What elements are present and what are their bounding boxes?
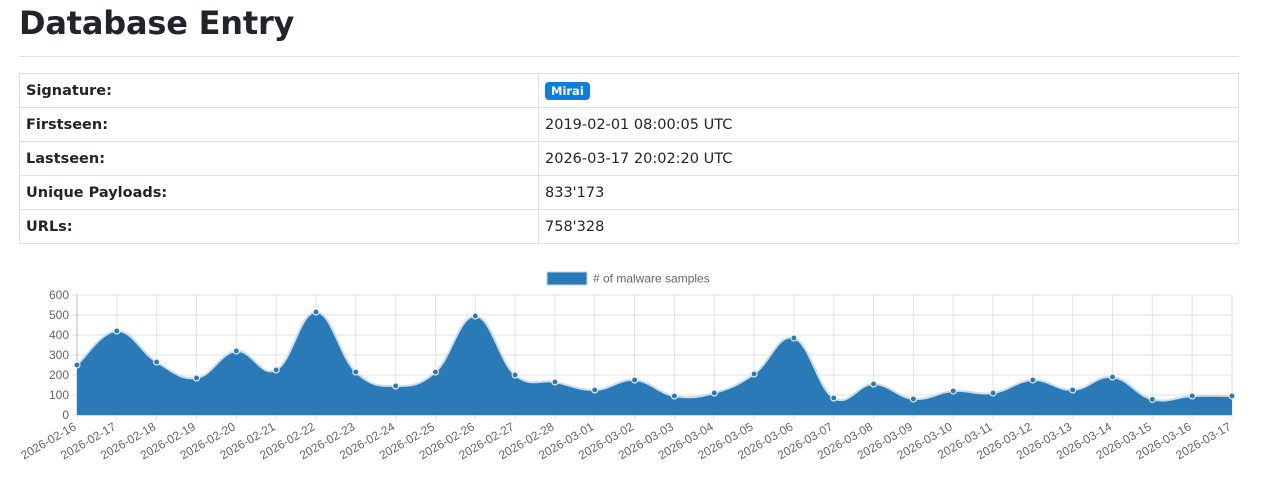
data-point[interactable]	[471, 312, 479, 320]
table-row: Firstseen: 2019-02-01 08:00:05 UTC	[19, 107, 1239, 142]
data-point[interactable]	[909, 395, 917, 403]
data-point[interactable]	[631, 376, 639, 384]
data-point[interactable]	[1188, 392, 1196, 400]
data-point[interactable]	[113, 327, 121, 335]
malware-samples-chart: 0 100 200 300 400 500 600 2026-02-162026-02-17…	[19, 271, 1236, 462]
data-point[interactable]	[1228, 392, 1236, 400]
x-axis-ticks: 2026-02-162026-02-172026-02-182026-02-19…	[19, 419, 1234, 462]
data-point[interactable]	[591, 386, 599, 394]
y-tick-label: 200	[49, 368, 69, 382]
table-row: Unique Payloads: 833'173	[19, 175, 1239, 210]
table-row: URLs: 758'328	[19, 209, 1239, 244]
table-row: Lastseen: 2026-03-17 20:02:20 UTC	[19, 141, 1239, 176]
legend-swatch	[546, 271, 588, 286]
data-point[interactable]	[1029, 376, 1037, 384]
signature-label: Signature:	[19, 73, 539, 108]
y-tick-label: 300	[49, 348, 69, 362]
urls-label: URLs:	[19, 209, 539, 244]
chart-legend[interactable]: # of malware samples	[546, 271, 710, 286]
data-point[interactable]	[949, 387, 957, 395]
data-point[interactable]	[153, 358, 161, 366]
legend-label: # of malware samples	[593, 272, 710, 286]
data-point[interactable]	[551, 378, 559, 386]
title-divider	[19, 56, 1239, 57]
data-point[interactable]	[1148, 395, 1156, 403]
table-row: Signature: Mirai	[19, 73, 1239, 108]
data-point[interactable]	[870, 380, 878, 388]
y-axis-ticks: 0 100 200 300 400 500 600	[49, 288, 69, 422]
data-point[interactable]	[511, 371, 519, 379]
y-tick-label: 500	[49, 308, 69, 322]
data-point[interactable]	[352, 368, 360, 376]
y-tick-label: 100	[49, 388, 69, 402]
data-point[interactable]	[1069, 386, 1077, 394]
data-point[interactable]	[192, 374, 200, 382]
unique-payloads-value: 833'173	[538, 175, 1239, 210]
unique-payloads-label: Unique Payloads:	[19, 175, 539, 210]
data-point[interactable]	[431, 368, 439, 376]
lastseen-label: Lastseen:	[19, 141, 539, 176]
data-point[interactable]	[670, 392, 678, 400]
data-point[interactable]	[989, 389, 997, 397]
signature-value-cell: Mirai	[538, 73, 1239, 108]
series-area	[77, 311, 1232, 415]
firstseen-label: Firstseen:	[19, 107, 539, 142]
signature-badge[interactable]: Mirai	[545, 81, 590, 100]
data-point[interactable]	[830, 394, 838, 402]
y-tick-label: 400	[49, 328, 69, 342]
firstseen-value: 2019-02-01 08:00:05 UTC	[538, 107, 1239, 142]
data-point[interactable]	[272, 366, 280, 374]
data-point[interactable]	[73, 361, 81, 369]
series-points	[73, 308, 1236, 403]
data-point[interactable]	[392, 382, 400, 390]
data-point[interactable]	[1109, 373, 1117, 381]
data-point[interactable]	[312, 308, 320, 316]
y-tick-label: 600	[49, 288, 69, 302]
data-point[interactable]	[750, 370, 758, 378]
data-point[interactable]	[790, 334, 798, 342]
page-title: Database Entry	[19, 4, 295, 42]
lastseen-value: 2026-03-17 20:02:20 UTC	[538, 141, 1239, 176]
data-point[interactable]	[232, 347, 240, 355]
info-table: Signature: Mirai Firstseen: 2019-02-01 0…	[19, 73, 1239, 244]
urls-value: 758'328	[538, 209, 1239, 244]
data-point[interactable]	[710, 389, 718, 397]
y-tick-label: 0	[62, 408, 69, 422]
